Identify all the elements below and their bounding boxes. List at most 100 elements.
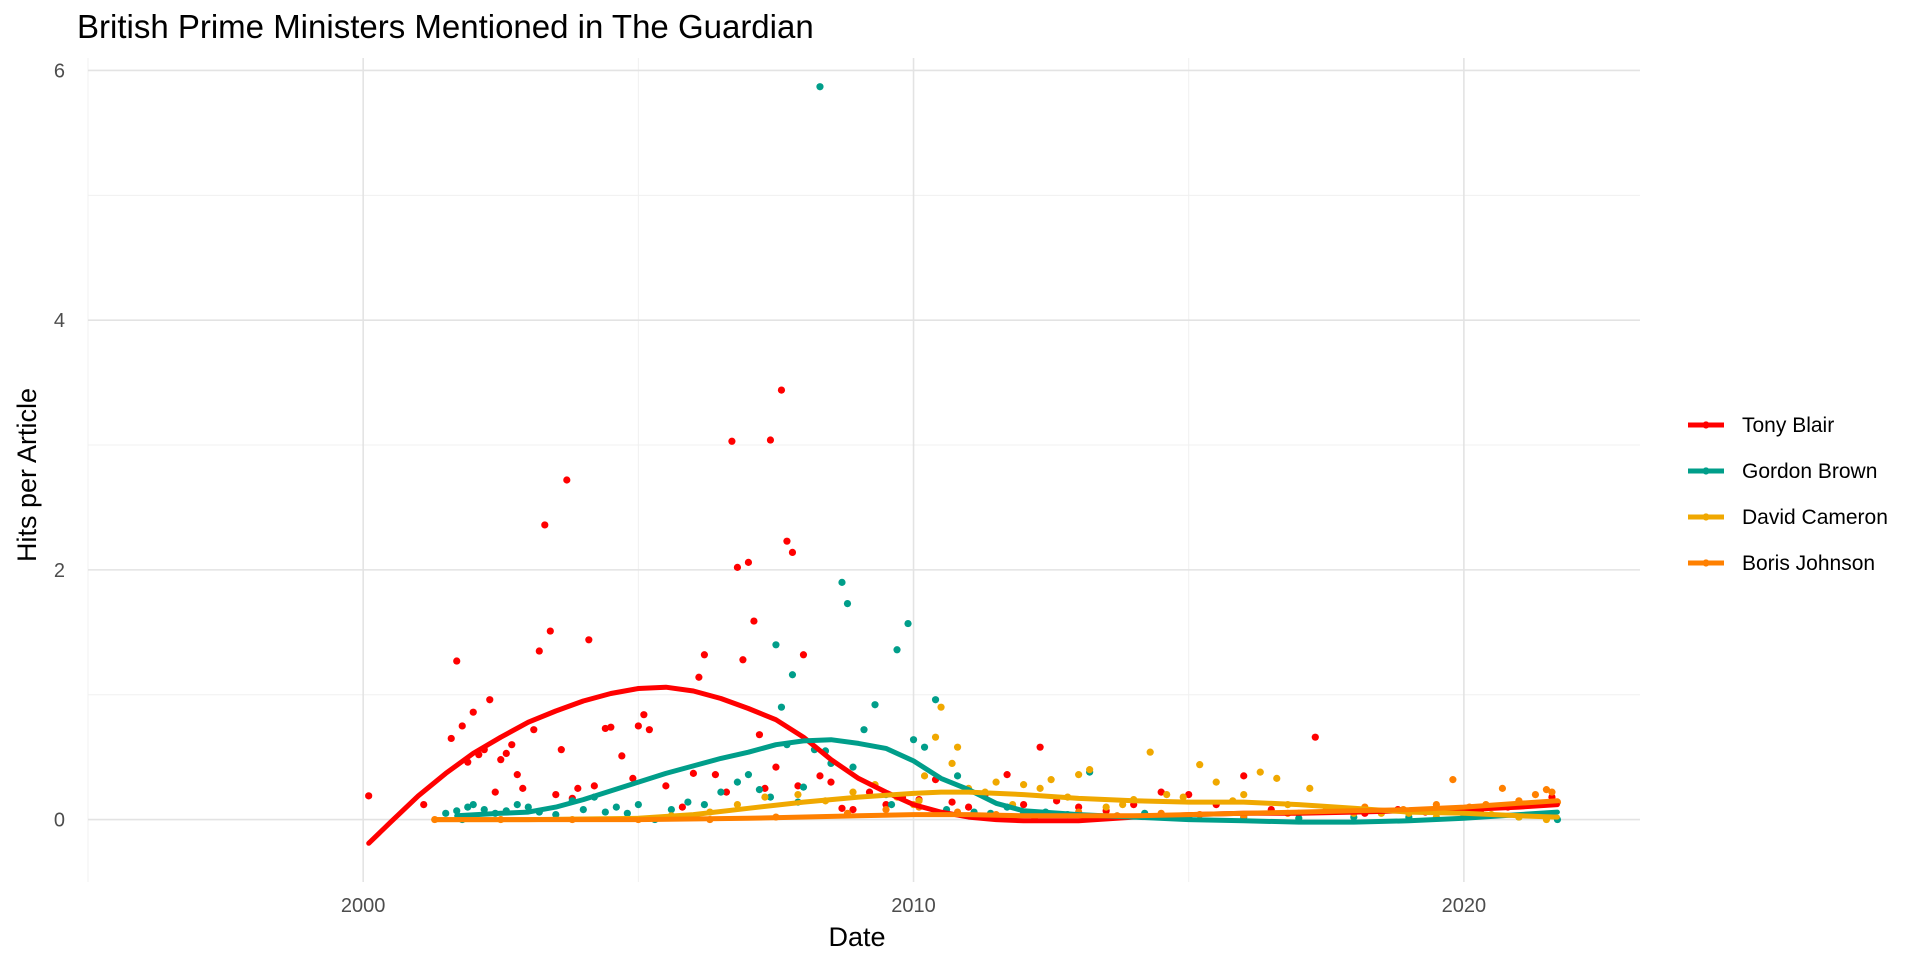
data-point — [849, 805, 857, 814]
series-line — [454, 737, 1560, 825]
points-layer — [365, 83, 1562, 824]
data-point — [513, 800, 521, 809]
data-point — [453, 807, 461, 815]
data-point — [766, 436, 775, 444]
data-point — [519, 784, 527, 792]
data-point — [1196, 761, 1204, 769]
data-point — [491, 788, 499, 796]
data-point — [1311, 733, 1319, 741]
data-point — [442, 809, 450, 817]
data-point — [1542, 786, 1551, 794]
data-point — [838, 804, 846, 812]
data-point — [1157, 788, 1165, 796]
data-point — [1086, 766, 1094, 774]
data-point — [920, 743, 929, 751]
data-point — [530, 726, 538, 734]
data-point — [590, 782, 598, 790]
data-point — [1075, 771, 1083, 779]
data-point — [772, 641, 780, 649]
data-point — [464, 803, 472, 811]
data-point — [1036, 743, 1044, 751]
data-point — [1256, 768, 1264, 776]
x-axis-title: Date — [828, 922, 885, 952]
data-point — [579, 805, 587, 814]
data-point — [887, 800, 896, 809]
legend-label: David Cameron — [1742, 506, 1888, 529]
data-point — [546, 627, 554, 635]
data-point — [601, 808, 609, 816]
data-point — [612, 803, 620, 811]
legend-key-point — [1702, 421, 1710, 429]
data-point — [1047, 776, 1055, 784]
data-point — [964, 803, 973, 811]
y-axis-title: Hits per Article — [12, 388, 42, 562]
data-point — [634, 722, 642, 730]
data-point — [1498, 784, 1507, 792]
series-line — [432, 798, 1560, 823]
data-point — [931, 696, 940, 704]
data-point — [365, 792, 373, 800]
data-point — [816, 772, 824, 780]
data-point — [486, 696, 494, 704]
data-point — [799, 651, 808, 659]
data-point — [645, 726, 653, 734]
data-point — [1075, 803, 1083, 811]
data-point — [948, 759, 956, 767]
data-point — [535, 647, 543, 655]
data-point — [799, 783, 808, 791]
data-point — [552, 791, 560, 799]
data-point — [1146, 748, 1154, 756]
data-point — [893, 646, 901, 654]
data-point — [1449, 776, 1457, 784]
data-point — [469, 800, 477, 809]
y-tick-label: 4 — [54, 310, 65, 332]
data-point — [772, 763, 780, 771]
data-point — [953, 772, 962, 780]
data-point — [497, 756, 505, 764]
data-point — [1548, 788, 1556, 796]
data-point — [618, 752, 626, 760]
data-point — [689, 769, 697, 777]
data-point — [777, 703, 786, 711]
y-tick-label: 0 — [54, 810, 65, 832]
data-point — [1020, 781, 1028, 789]
legend-label: Boris Johnson — [1742, 552, 1875, 575]
data-point — [662, 782, 670, 790]
data-point — [761, 793, 769, 801]
data-point — [711, 771, 720, 779]
data-point — [739, 656, 747, 664]
data-point — [1003, 771, 1011, 779]
data-point — [678, 803, 686, 811]
data-point — [508, 741, 516, 749]
data-point — [700, 800, 708, 809]
data-point — [882, 800, 890, 809]
y-tick-label: 6 — [54, 60, 65, 82]
data-point — [1036, 784, 1044, 792]
data-point — [667, 805, 675, 814]
legend: Tony Blair Gordon Brown David Cameron Boris… — [1688, 414, 1888, 575]
chart-title: British Prime Ministers Mentioned in The… — [77, 8, 814, 45]
data-point — [750, 617, 758, 625]
data-point — [563, 476, 571, 484]
data-point — [1240, 772, 1248, 780]
data-point — [447, 734, 455, 743]
data-point — [849, 788, 857, 796]
data-point — [728, 437, 736, 445]
data-point — [717, 788, 725, 796]
data-point — [541, 521, 549, 529]
data-point — [458, 722, 466, 730]
data-point — [871, 701, 879, 709]
data-point — [1102, 803, 1110, 811]
data-point — [453, 657, 461, 665]
data-point — [1531, 791, 1540, 799]
data-point — [843, 599, 852, 608]
legend-key-point — [1702, 513, 1710, 521]
data-point — [513, 771, 521, 779]
data-point — [640, 711, 648, 719]
data-point — [755, 731, 764, 739]
data-point — [469, 708, 477, 716]
data-point — [574, 784, 582, 792]
data-point — [909, 736, 918, 744]
legend-key-point — [1702, 559, 1710, 567]
